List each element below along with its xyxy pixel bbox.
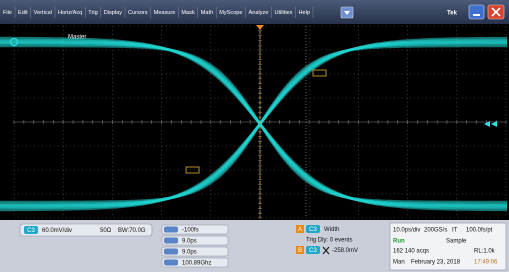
cursor-badge <box>164 260 178 266</box>
sample-rate: 200GS/s <box>424 228 447 234</box>
resolution: 100.0fs/pt <box>466 228 493 234</box>
menu-item[interactable]: Edit <box>18 10 28 16</box>
cursor-badge <box>164 227 178 233</box>
channel-impedance: 50Ω <box>100 228 112 234</box>
menu-item[interactable]: Horiz/Acq <box>58 10 82 16</box>
menu-item[interactable]: Math <box>201 10 213 16</box>
channel-bandwidth: BW:70.0G <box>118 228 146 234</box>
menu-item[interactable]: Display <box>104 10 123 16</box>
trigger-level-source: C3 <box>309 248 317 254</box>
date: February 23, 2018 <box>411 260 461 266</box>
trigger-source: C3 <box>309 227 317 233</box>
oscilloscope-ui: File Edit Vertical Horiz/Acq Trig Display Curs… <box>0 0 509 272</box>
trigger-level: -258.0mV <box>332 248 358 254</box>
acq-mode: Sample <box>446 239 467 245</box>
menu-item[interactable]: Utilities <box>274 10 292 16</box>
menu-item[interactable]: Cursors <box>128 10 148 16</box>
trigger-b: B <box>298 248 302 254</box>
acq-count: 162 140 acqs <box>393 249 429 255</box>
menu-item[interactable]: MyScope <box>219 10 242 16</box>
menu-item[interactable]: Mask <box>181 10 195 16</box>
cursor-value: 9.0ps <box>182 239 197 245</box>
trigger-type: Width <box>324 227 339 233</box>
menu-item[interactable]: Vertical <box>34 10 52 16</box>
cursor-value: -100fs <box>182 228 199 234</box>
trigger-delay: Trig Dly: 0 events <box>306 238 352 244</box>
screen-label: Master <box>68 35 86 41</box>
menu-item[interactable]: Measure <box>154 10 176 16</box>
channel-scale: 60.0mV/div <box>42 228 72 234</box>
brand: Tek <box>447 11 458 17</box>
cursor-badge <box>164 249 178 255</box>
run-state: Run <box>393 239 405 245</box>
time: 17:49:06 <box>474 260 498 266</box>
menu-item[interactable]: Help <box>298 10 310 16</box>
timebase: 10.0ps/div <box>393 228 420 234</box>
minimize-button[interactable] <box>469 5 484 19</box>
menu-item[interactable]: File <box>3 10 12 16</box>
channel-badge-text: C3 <box>27 228 35 234</box>
acq-interp: IT <box>452 228 458 234</box>
minimize-icon <box>473 14 480 16</box>
cursor-badge <box>164 238 178 244</box>
menu-item[interactable]: Analyze <box>249 10 269 16</box>
cursor-value: 9.0ps <box>182 250 197 256</box>
menu-item[interactable]: Trig <box>88 10 97 16</box>
cursor-value: 100.89Ghz <box>182 261 211 267</box>
trigger-mode: Man <box>393 260 405 266</box>
record-length: RL:1.0k <box>474 249 496 255</box>
trigger-a: A <box>298 227 302 233</box>
